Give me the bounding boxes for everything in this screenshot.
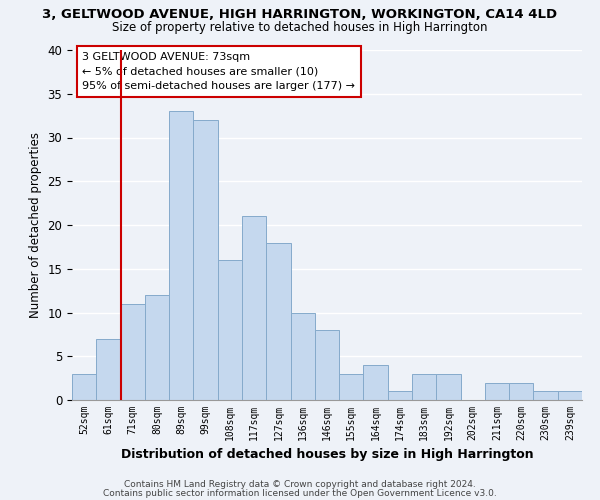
Y-axis label: Number of detached properties: Number of detached properties	[29, 132, 42, 318]
Bar	[242, 216, 266, 400]
Bar	[169, 112, 193, 400]
Bar	[121, 304, 145, 400]
Bar	[96, 339, 121, 400]
Bar	[485, 382, 509, 400]
Bar	[533, 391, 558, 400]
Bar	[364, 365, 388, 400]
Bar	[339, 374, 364, 400]
Text: 3 GELTWOOD AVENUE: 73sqm
← 5% of detached houses are smaller (10)
95% of semi-de: 3 GELTWOOD AVENUE: 73sqm ← 5% of detache…	[82, 52, 355, 92]
Bar	[315, 330, 339, 400]
Bar	[145, 295, 169, 400]
Bar	[193, 120, 218, 400]
Bar	[290, 312, 315, 400]
Bar	[436, 374, 461, 400]
Text: Size of property relative to detached houses in High Harrington: Size of property relative to detached ho…	[112, 21, 488, 34]
Bar	[509, 382, 533, 400]
Text: Contains HM Land Registry data © Crown copyright and database right 2024.: Contains HM Land Registry data © Crown c…	[124, 480, 476, 489]
Bar	[412, 374, 436, 400]
Bar	[558, 391, 582, 400]
Bar	[72, 374, 96, 400]
Bar	[388, 391, 412, 400]
Bar	[266, 242, 290, 400]
Text: Contains public sector information licensed under the Open Government Licence v3: Contains public sector information licen…	[103, 488, 497, 498]
Text: 3, GELTWOOD AVENUE, HIGH HARRINGTON, WORKINGTON, CA14 4LD: 3, GELTWOOD AVENUE, HIGH HARRINGTON, WOR…	[43, 8, 557, 20]
Bar	[218, 260, 242, 400]
X-axis label: Distribution of detached houses by size in High Harrington: Distribution of detached houses by size …	[121, 448, 533, 462]
